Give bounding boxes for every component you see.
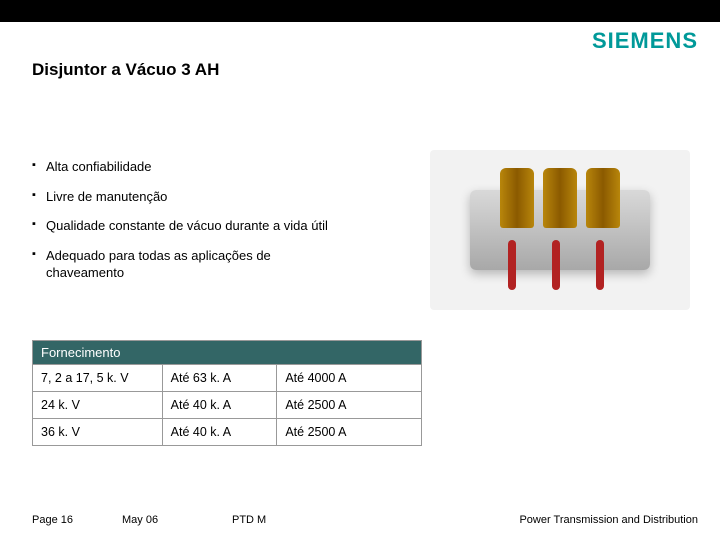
list-item: Adequado para todas as aplicações de cha…	[32, 247, 342, 282]
footer: Page 16 May 06 PTD M Power Transmission …	[0, 514, 720, 526]
list-item: Livre de manutenção	[32, 188, 342, 206]
table-cell: 7, 2 a 17, 5 k. V	[33, 365, 163, 392]
footer-date: May 06	[122, 514, 232, 526]
table-row: 36 k. V Até 40 k. A Até 2500 A	[33, 419, 422, 446]
footer-dept: PTD M	[232, 514, 342, 526]
table-cell: Até 40 k. A	[162, 419, 277, 446]
list-item: Qualidade constante de vácuo durante a v…	[32, 217, 342, 235]
top-black-bar	[0, 0, 720, 22]
table-header: Fornecimento	[33, 341, 422, 365]
page-number: Page 16	[32, 514, 122, 526]
siemens-logo: SIEMENS	[592, 28, 698, 54]
table-cell: 24 k. V	[33, 392, 163, 419]
footer-tagline: Power Transmission and Distribution	[519, 514, 698, 526]
table-cell: Até 63 k. A	[162, 365, 277, 392]
table-cell: Até 2500 A	[277, 419, 422, 446]
table-cell: Até 40 k. A	[162, 392, 277, 419]
table-row: 7, 2 a 17, 5 k. V Até 63 k. A Até 4000 A	[33, 365, 422, 392]
supply-table: Fornecimento 7, 2 a 17, 5 k. V Até 63 k.…	[32, 340, 422, 446]
list-item: Alta confiabilidade	[32, 158, 342, 176]
bullet-list: Alta confiabilidade Livre de manutenção …	[32, 158, 342, 294]
table-cell: 36 k. V	[33, 419, 163, 446]
table-cell: Até 2500 A	[277, 392, 422, 419]
product-image-placeholder	[430, 150, 690, 310]
table-cell: Até 4000 A	[277, 365, 422, 392]
page-title: Disjuntor a Vácuo 3 AH	[32, 60, 219, 80]
table-row: 24 k. V Até 40 k. A Até 2500 A	[33, 392, 422, 419]
